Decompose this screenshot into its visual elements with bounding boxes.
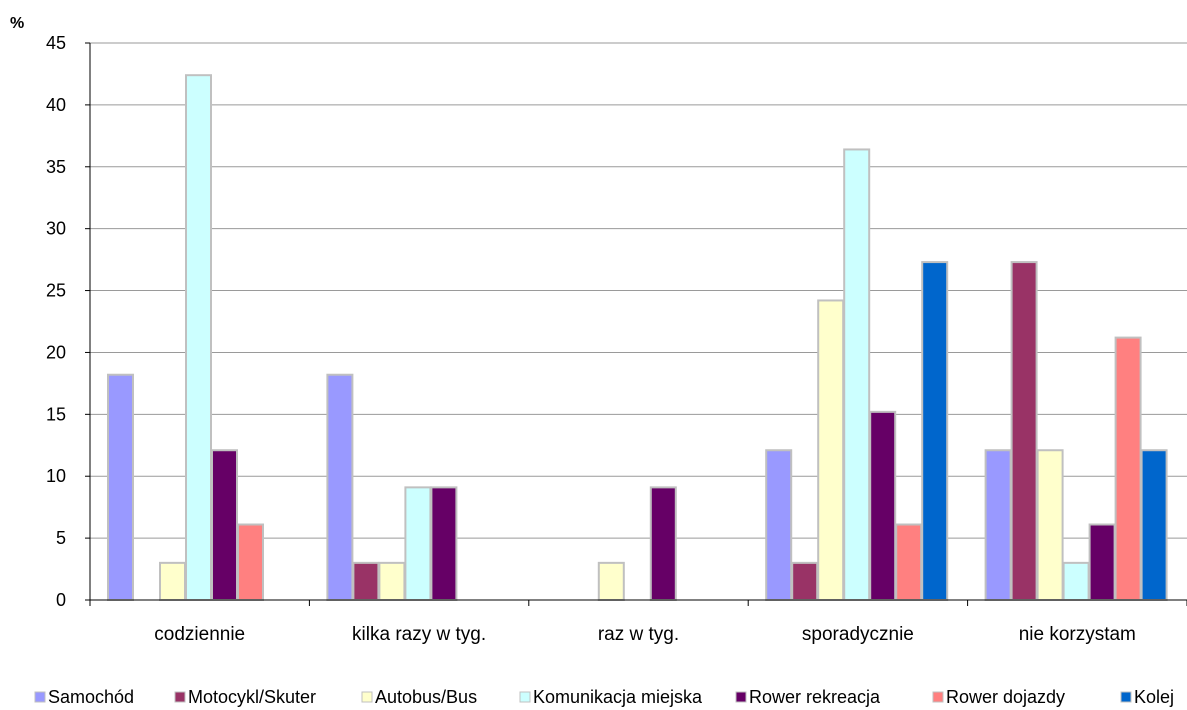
- bar: [921, 261, 949, 601]
- bar: [984, 449, 1012, 601]
- y-tick-label: 10: [46, 466, 66, 486]
- y-tick-label: 0: [56, 590, 66, 610]
- bar: [159, 561, 186, 601]
- legend-swatch: [174, 691, 186, 703]
- x-category-label: nie korzystam: [1019, 624, 1136, 645]
- legend-swatch: [932, 691, 944, 703]
- y-axis-unit-label: %: [10, 15, 24, 32]
- bar: [597, 561, 625, 601]
- x-category-label: sporadycznie: [802, 624, 914, 645]
- x-category-label: codziennie: [154, 624, 245, 645]
- bar: [326, 373, 354, 602]
- legend-label: Rower rekreacja: [749, 687, 881, 707]
- gridlines: [90, 42, 1187, 539]
- legend-swatch: [1120, 691, 1132, 703]
- legend-swatch: [34, 691, 46, 703]
- y-tick-label: 20: [46, 342, 66, 362]
- y-tick-label: 5: [56, 528, 66, 548]
- legend-label: Rower dojazdy: [946, 687, 1065, 707]
- bar: [430, 486, 458, 601]
- legend-swatch: [519, 691, 531, 703]
- bar: [107, 373, 134, 602]
- legend-label: Samochód: [48, 687, 134, 707]
- legend-label: Komunikacja miejska: [533, 687, 703, 707]
- bar: [237, 523, 264, 601]
- bar: [1114, 336, 1142, 601]
- bar: [352, 561, 380, 601]
- axes: [85, 42, 1187, 606]
- bar: [404, 486, 432, 601]
- bars: [107, 74, 1168, 602]
- y-tick-label: 30: [46, 219, 66, 239]
- bar: [649, 486, 677, 601]
- legend-label: Kolej: [1134, 687, 1174, 707]
- bar: [1036, 449, 1064, 601]
- y-tick-label: 45: [46, 33, 66, 53]
- bar: [1062, 561, 1090, 601]
- y-tick-label: 40: [46, 95, 66, 115]
- y-tick-label: 35: [46, 157, 66, 177]
- bar: [1140, 449, 1168, 601]
- legend-label: Autobus/Bus: [375, 687, 477, 707]
- bar: [817, 299, 845, 601]
- bar: [378, 561, 406, 601]
- bar: [869, 410, 897, 602]
- y-tick-label: 25: [46, 281, 66, 301]
- bar: [843, 148, 871, 601]
- legend-label: Motocykl/Skuter: [188, 687, 316, 707]
- bar: [765, 449, 793, 601]
- bar: [211, 449, 238, 601]
- legend-swatch: [361, 691, 373, 703]
- legend: Samochód Motocykl/Skuter Autobus/Bus Komuni…: [34, 687, 1174, 707]
- bar: [895, 523, 923, 601]
- bar: [185, 74, 212, 601]
- x-tick-labels: codziennie kilka razy w tyg. raz w tyg. spo…: [154, 624, 1136, 645]
- legend-swatch: [735, 691, 747, 703]
- bar: [1010, 261, 1038, 601]
- x-category-label: kilka razy w tyg.: [352, 624, 486, 645]
- y-tick-labels: 0 5 10 15 20 25 30 35 40 45: [46, 33, 66, 610]
- bar: [791, 561, 819, 601]
- y-tick-label: 15: [46, 404, 66, 424]
- x-category-label: raz w tyg.: [598, 624, 679, 645]
- bar: [1088, 523, 1116, 601]
